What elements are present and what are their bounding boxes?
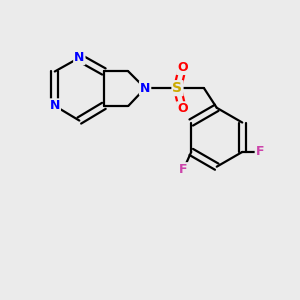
Text: O: O: [177, 61, 188, 74]
Text: N: N: [50, 99, 60, 112]
Text: O: O: [177, 102, 188, 115]
Text: S: S: [172, 81, 182, 95]
Text: F: F: [179, 163, 188, 176]
Text: F: F: [256, 146, 264, 158]
Text: N: N: [140, 82, 150, 95]
Text: N: N: [74, 51, 85, 64]
